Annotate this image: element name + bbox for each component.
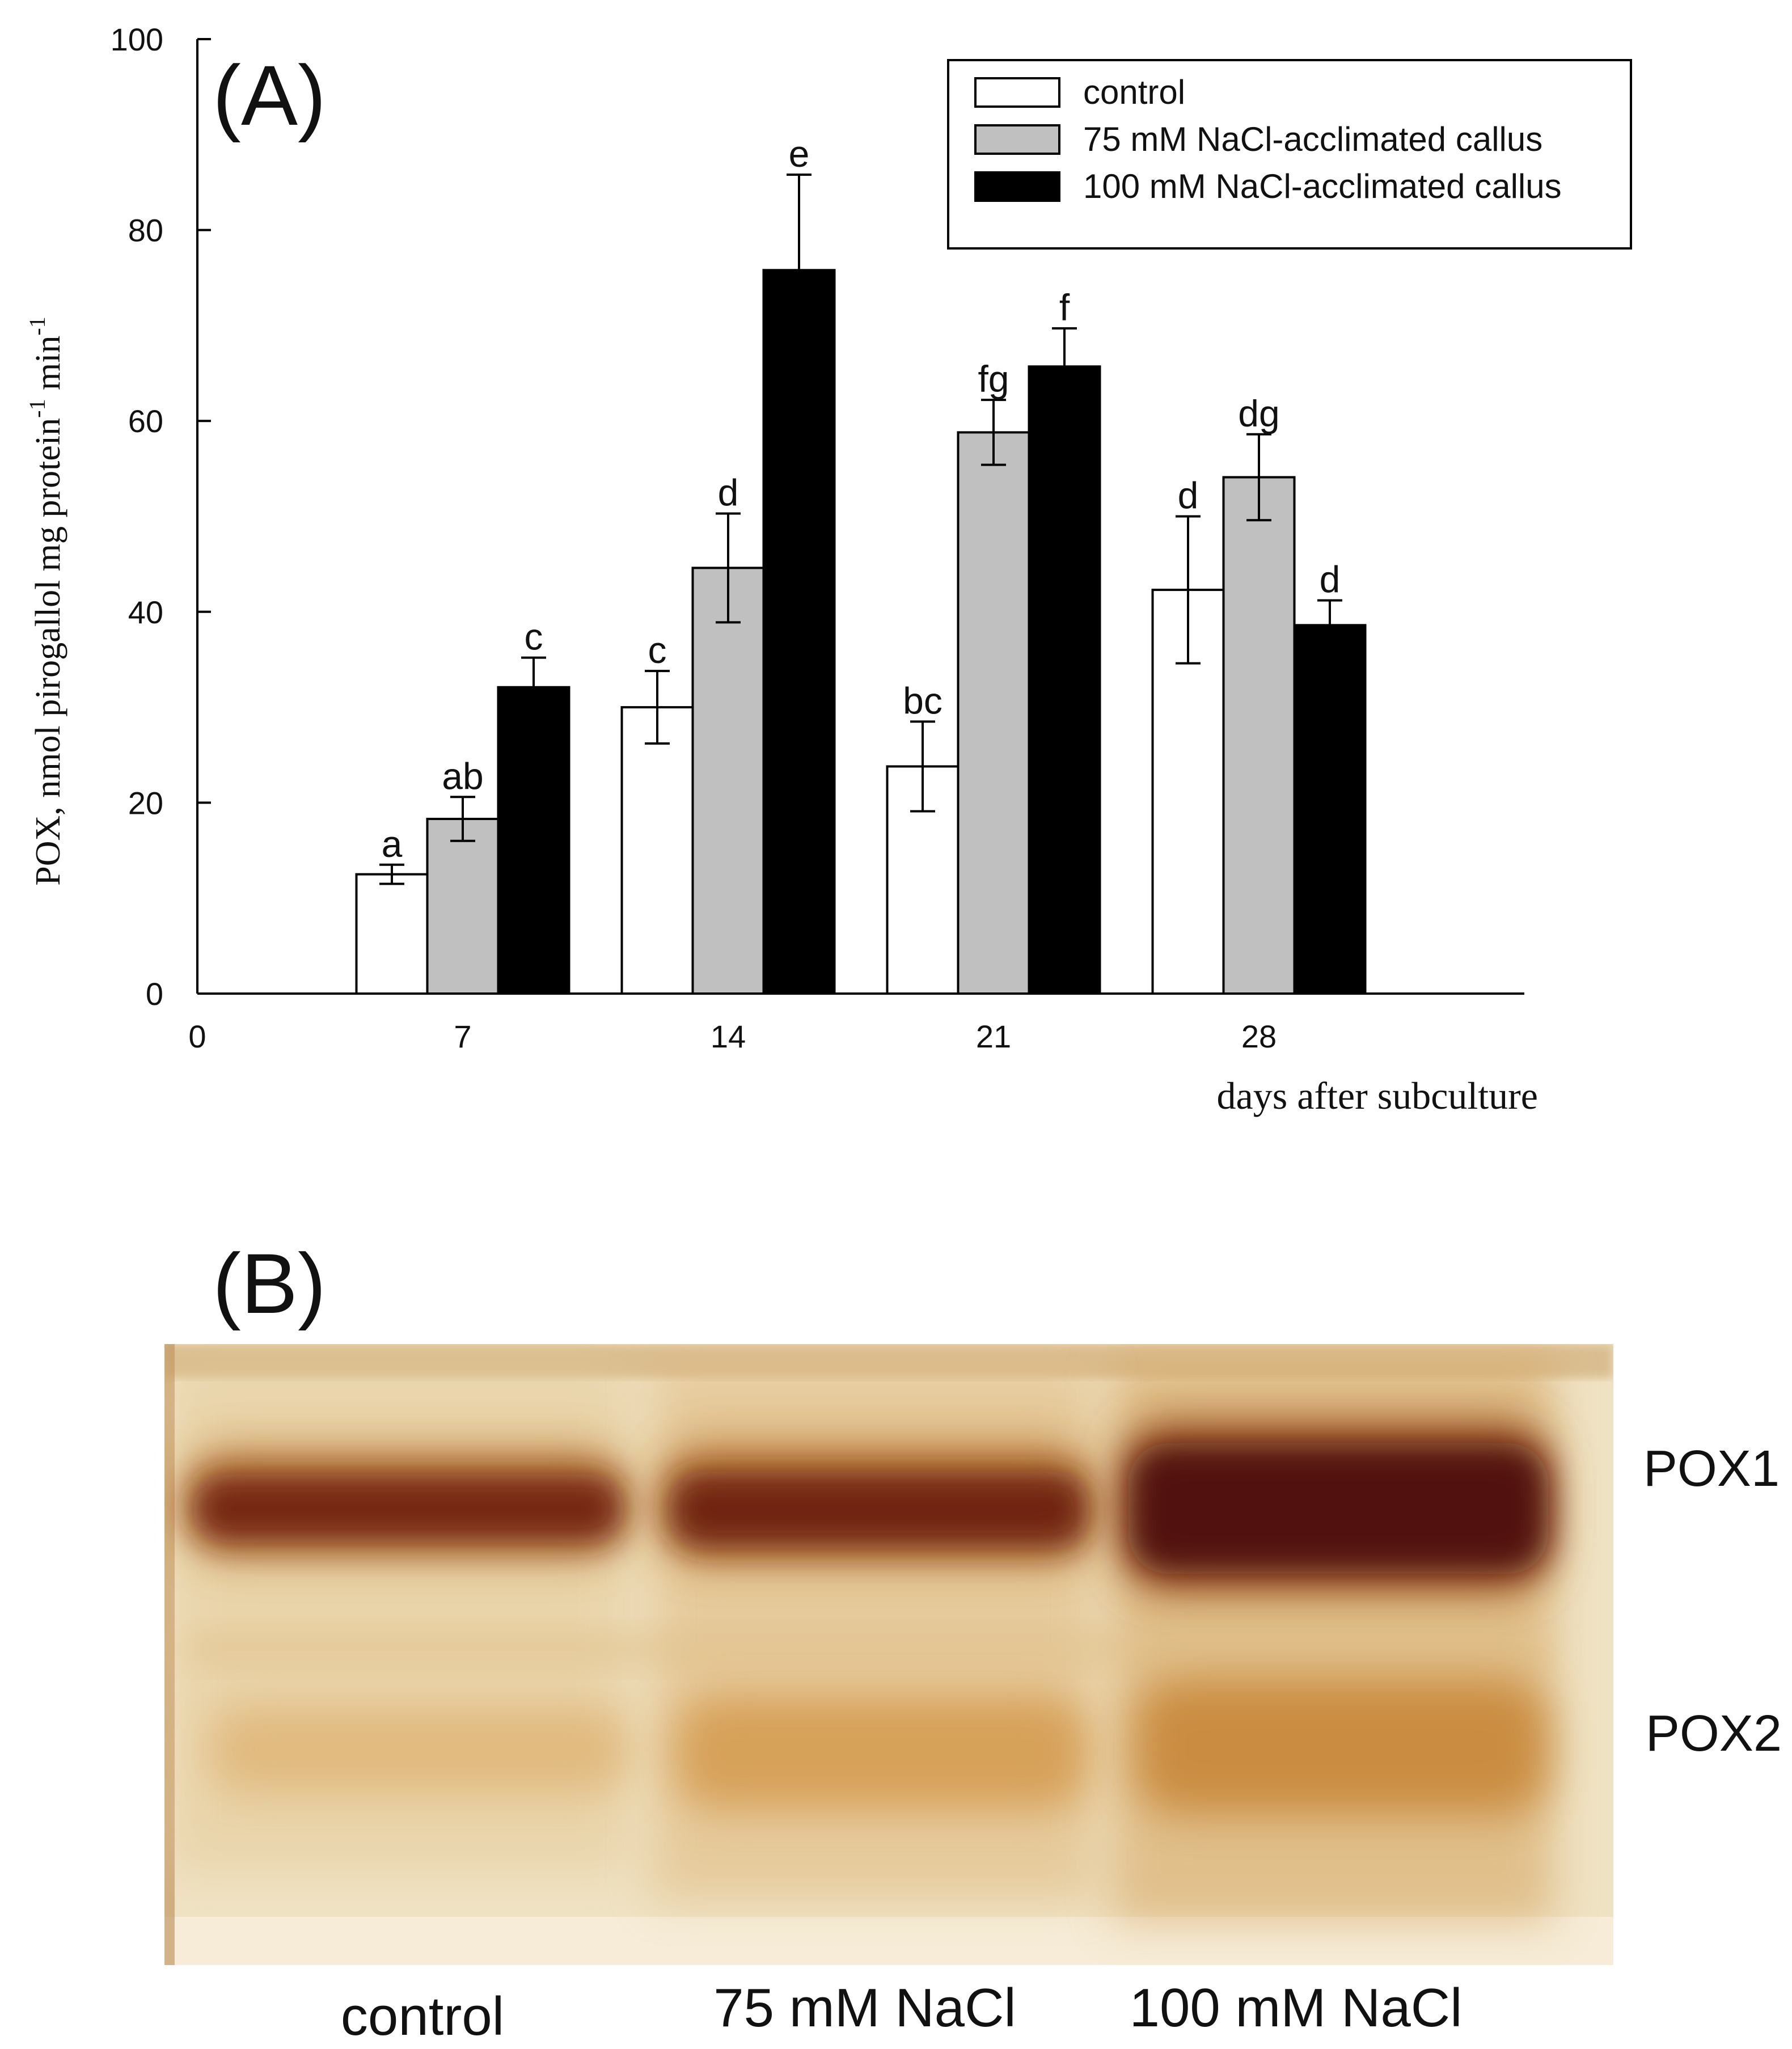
pox2-band-75 (675, 1696, 1089, 1809)
significance-letter: d (1320, 559, 1341, 601)
significance-letter: a (382, 823, 403, 865)
x-tick-label: 28 (1241, 1019, 1277, 1054)
bar (497, 686, 570, 995)
panel-b-gel: (B) POX1 POX2 (164, 1236, 1782, 2047)
bar (355, 873, 429, 995)
bar (762, 269, 836, 995)
y-tick-label: 0 (146, 976, 163, 1012)
x-tick-label: 7 (454, 1019, 471, 1054)
y-tick-label: 100 (111, 22, 163, 57)
y-axis-ticks: 0 20 40 60 80 100 (111, 22, 211, 1012)
significance-letter: bc (903, 679, 943, 721)
x-tick-label: 0 (188, 1019, 206, 1054)
pox2-band-100 (1134, 1679, 1548, 1815)
lane-label-100mm: 100 mM NaCl (1130, 1978, 1463, 2038)
y-axis-label: POX, nmol pirogallol mg protein-1 min-1 (24, 316, 67, 886)
gel-bottom-fade (164, 1917, 1613, 1965)
bar (426, 818, 500, 995)
faint-band (187, 1633, 1548, 1664)
significance-letter: dg (1238, 392, 1279, 434)
gel-image (164, 1344, 1613, 1965)
bar (691, 567, 765, 995)
panel-a-bar-chart: (A) POX, nmol pirogallol mg protein-1 mi… (24, 22, 1632, 1117)
bar (1028, 365, 1101, 995)
y-tick-label: 20 (128, 785, 163, 821)
x-axis-label: days after subculture (1217, 1074, 1538, 1117)
legend-label: control (1083, 73, 1185, 111)
legend-swatch (974, 124, 1060, 155)
significance-letter: e (789, 133, 810, 175)
panel-a-label: (A) (213, 48, 326, 143)
x-tick-label: 21 (976, 1019, 1011, 1054)
bar (1222, 476, 1296, 995)
bar (1293, 624, 1367, 995)
y-tick-label: 80 (128, 213, 163, 248)
legend-swatch (974, 171, 1060, 202)
legend: control 75 mM NaCl-acclimated callus 100 m… (947, 59, 1632, 250)
legend-swatch (974, 77, 1060, 108)
y-tick-label: 40 (128, 594, 163, 630)
lane-label-75mm: 75 mM NaCl (713, 1978, 1016, 2038)
pox1-band-75 (669, 1472, 1089, 1548)
lane-label-control: control (341, 1986, 504, 2047)
legend-box (947, 59, 1632, 250)
bar (957, 431, 1030, 995)
significance-letter: ab (442, 755, 483, 797)
significance-letter: c (648, 629, 667, 671)
legend-label: 100 mM NaCl-acclimated callus (1083, 167, 1562, 205)
lane-haze-75 (652, 1361, 1094, 1900)
significance-letter: f (1059, 286, 1070, 328)
significance-letter: d (718, 471, 739, 513)
lane-haze-control (170, 1361, 629, 1871)
legend-label: 75 mM NaCl-acclimated callus (1083, 120, 1542, 158)
band-label-pox1: POX1 (1643, 1440, 1780, 1497)
pox1-band-100 (1129, 1443, 1548, 1574)
significance-letter: d (1178, 475, 1199, 517)
pox1-band-control (193, 1475, 624, 1543)
x-tick-label: 14 (711, 1019, 746, 1054)
significance-letter: fg (978, 358, 1009, 400)
pox2-band-control (210, 1707, 629, 1792)
y-tick-label: 60 (128, 403, 163, 439)
bar (620, 706, 694, 995)
band-label-pox2: POX2 (1646, 1705, 1782, 1762)
panel-b-label: (B) (213, 1236, 326, 1331)
significance-letter: c (525, 616, 543, 658)
